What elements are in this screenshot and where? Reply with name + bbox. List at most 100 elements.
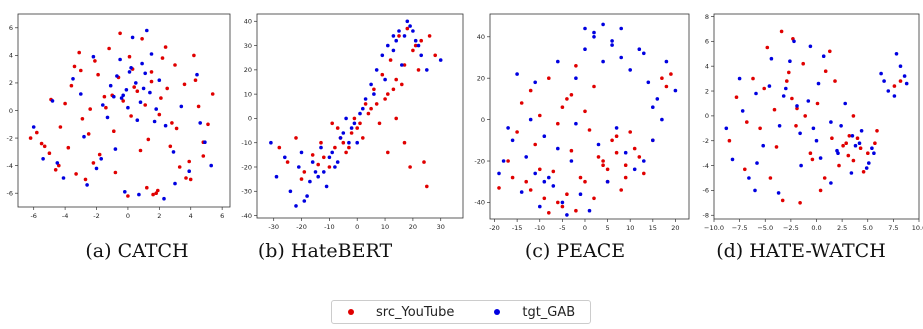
point-hatebert-src: [394, 116, 399, 121]
point-hate-watch-src: [855, 136, 860, 140]
point-hate-watch-src: [866, 151, 870, 155]
point-peace-src: [551, 169, 556, 174]
point-hate-watch-tgt: [902, 74, 907, 78]
point-peace-tgt: [574, 76, 578, 80]
point-catch-tgt: [99, 157, 103, 161]
y-tick-label-hate-watch: -2: [703, 137, 709, 145]
point-catch-src: [88, 107, 92, 111]
point-catch-tgt: [145, 28, 149, 33]
point-hatebert-src: [355, 126, 360, 130]
point-catch-src: [156, 188, 160, 193]
point-hate-watch-tgt: [849, 171, 854, 175]
y-tick-label-hatebert: 20: [244, 66, 252, 74]
point-catch-tgt: [135, 118, 140, 122]
y-tick-label-hatebert: 10: [244, 90, 252, 98]
point-hatebert-tgt: [302, 199, 307, 203]
point-hate-watch-src: [810, 157, 815, 162]
point-peace-tgt: [614, 126, 619, 130]
point-hatebert-tgt: [333, 165, 337, 169]
point-hate-watch-tgt: [737, 76, 742, 81]
point-hatebert-tgt: [305, 194, 309, 198]
y-tick-label-hatebert: -20: [241, 163, 252, 171]
point-hate-watch-tgt: [879, 71, 883, 76]
point-peace-src: [664, 84, 669, 89]
point-hatebert-tgt: [372, 92, 376, 96]
point-hate-watch-tgt: [892, 94, 897, 98]
point-peace-src: [515, 130, 519, 134]
point-hate-watch-tgt: [904, 81, 909, 86]
x-tick-label-hate-watch: 0.0: [811, 224, 821, 232]
x-tick-label-hate-watch: −10.0: [704, 224, 724, 232]
point-hatebert-tgt: [330, 150, 335, 155]
y-tick-label-hatebert: -10: [241, 139, 252, 147]
point-hatebert-src: [377, 121, 382, 126]
point-peace-src: [614, 134, 619, 138]
point-hate-watch-src: [837, 163, 841, 168]
point-peace-src: [560, 204, 565, 209]
x-tick-label-hate-watch: 5.0: [863, 224, 873, 232]
point-hate-watch-src: [858, 146, 863, 150]
point-catch-src: [91, 161, 96, 165]
point-catch-tgt: [198, 121, 202, 125]
point-hatebert-tgt: [347, 140, 351, 145]
x-tick-label-peace: -10: [534, 224, 545, 232]
point-catch-tgt: [91, 54, 96, 59]
point-catch-tgt: [134, 81, 138, 85]
point-hatebert-src: [416, 68, 421, 72]
caption-catch: (a) CATCH: [85, 240, 189, 262]
point-catch-src: [93, 59, 97, 63]
point-hate-watch-src: [875, 129, 879, 133]
point-hatebert-tgt: [338, 136, 343, 140]
point-catch-tgt: [108, 83, 113, 88]
x-tick-label-hate-watch: 10.0: [912, 224, 923, 232]
point-hate-watch-src: [768, 176, 773, 180]
point-hate-watch-tgt: [870, 146, 874, 150]
caption-hate-watch: (d) HATE-WATCH: [716, 240, 886, 262]
point-catch-tgt: [121, 93, 125, 98]
panel-frame-catch: [17, 13, 231, 208]
point-catch-src: [80, 117, 85, 121]
point-peace-tgt: [592, 35, 596, 39]
point-peace-tgt: [628, 68, 632, 72]
point-hate-watch-src: [847, 134, 852, 138]
point-hatebert-src: [327, 165, 332, 169]
point-hatebert-src: [344, 150, 348, 155]
point-peace-tgt: [533, 80, 537, 85]
point-hatebert-src: [299, 177, 304, 181]
point-catch-src: [53, 168, 58, 172]
point-catch-src: [104, 105, 108, 110]
x-tick-label-hatebert: 20: [409, 223, 417, 231]
point-catch-src: [160, 56, 165, 60]
point-catch-src: [74, 172, 78, 176]
point-peace-tgt: [601, 22, 605, 27]
point-peace-tgt: [519, 190, 524, 194]
point-catch-tgt: [94, 166, 99, 171]
x-tick-label-hatebert: -20: [296, 223, 307, 231]
x-tick-label-peace: -5: [559, 224, 565, 232]
point-peace-src: [538, 167, 542, 172]
point-catch-tgt: [130, 35, 135, 40]
point-catch-tgt: [105, 115, 110, 120]
point-hate-watch-tgt: [811, 126, 816, 131]
point-hate-watch-src: [790, 96, 794, 101]
point-catch-src: [86, 132, 91, 136]
point-peace-src: [637, 155, 642, 159]
point-catch-tgt: [140, 61, 144, 66]
point-hate-watch-tgt: [798, 131, 802, 136]
point-hatebert-tgt: [405, 19, 410, 24]
y-tick-label-hatebert: -30: [241, 188, 252, 196]
point-catch-tgt: [124, 88, 129, 92]
point-catch-tgt: [157, 78, 162, 82]
point-catch-src: [107, 46, 111, 51]
x-tick-label-hate-watch: 7.5: [888, 224, 898, 232]
point-peace-src: [560, 105, 565, 109]
point-peace-tgt: [578, 192, 583, 196]
point-hatebert-tgt: [386, 43, 390, 48]
point-hate-watch-tgt: [761, 143, 765, 148]
panel-frame-peace: [489, 13, 690, 220]
point-catch-src: [118, 31, 122, 36]
point-catch-tgt: [129, 66, 133, 70]
point-catch-tgt: [173, 181, 177, 186]
point-hatebert-tgt: [363, 97, 368, 101]
